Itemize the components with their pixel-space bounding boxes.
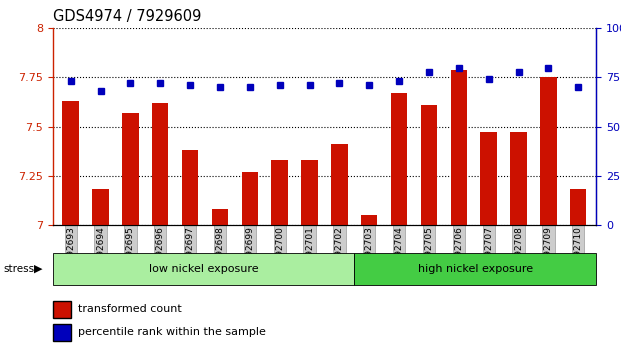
FancyBboxPatch shape	[53, 253, 355, 285]
Bar	[481, 132, 497, 225]
Bar	[361, 215, 378, 225]
Bar	[421, 105, 437, 225]
Text: low nickel exposure: low nickel exposure	[149, 264, 258, 274]
Text: percentile rank within the sample: percentile rank within the sample	[78, 327, 266, 337]
Text: transformed count: transformed count	[78, 304, 181, 314]
Text: stress: stress	[3, 264, 34, 274]
Bar	[182, 150, 198, 225]
Bar	[510, 132, 527, 225]
Bar	[540, 78, 556, 225]
FancyBboxPatch shape	[53, 301, 71, 318]
Bar	[122, 113, 138, 225]
Bar	[93, 189, 109, 225]
Text: GDS4974 / 7929609: GDS4974 / 7929609	[53, 9, 201, 24]
FancyBboxPatch shape	[53, 324, 71, 341]
Bar	[391, 93, 407, 225]
FancyBboxPatch shape	[355, 253, 596, 285]
Bar	[451, 70, 467, 225]
Text: ▶: ▶	[34, 264, 43, 274]
Bar	[301, 160, 318, 225]
Bar	[331, 144, 348, 225]
Bar	[63, 101, 79, 225]
Bar	[570, 189, 586, 225]
Bar	[152, 103, 168, 225]
Bar	[271, 160, 288, 225]
Text: high nickel exposure: high nickel exposure	[418, 264, 533, 274]
Bar	[212, 209, 228, 225]
Bar	[242, 172, 258, 225]
